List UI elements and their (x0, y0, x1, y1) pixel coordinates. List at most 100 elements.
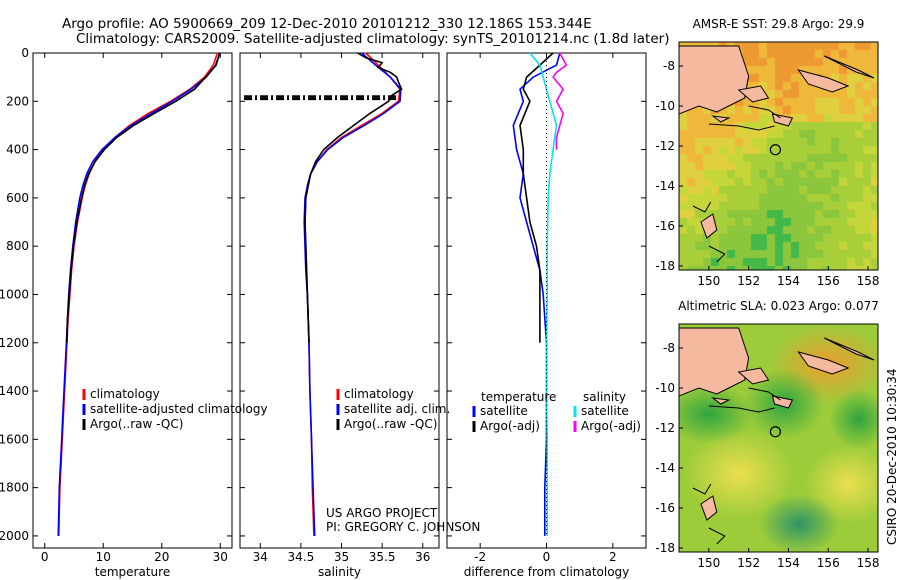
sst-map-cell (799, 98, 807, 106)
sst-map-cell (847, 202, 855, 210)
sla-map-ytick-label: -18 (655, 541, 675, 555)
sst-map-cell (727, 114, 735, 122)
figure-title-line2: Climatology: CARS2009. Satellite-adjuste… (76, 31, 669, 47)
sst-map-cell (703, 106, 711, 114)
sst-map-cell (735, 114, 743, 122)
sst-map-cell (799, 154, 807, 162)
sst-map-cell (807, 250, 815, 258)
sst-map-cell (719, 250, 727, 258)
sst-map-cell (815, 250, 823, 258)
sst-map-cell (839, 266, 847, 270)
sla-map-island (710, 397, 731, 405)
sst-map-cell (679, 122, 687, 130)
sst-map-cell (847, 234, 855, 242)
sst-map-cell (759, 266, 767, 270)
sst-map-cell (751, 202, 759, 210)
depth-tick-label: 1000 (0, 287, 29, 301)
sst-map-cell (775, 154, 783, 162)
sst-map-cell (727, 226, 735, 234)
sst-map-cell (703, 194, 711, 202)
sst-map-cell (783, 58, 791, 66)
sla-map-ytick-label: -12 (655, 421, 675, 435)
sst-map-cell (687, 226, 695, 234)
sst-map-cell (783, 266, 791, 270)
sst-map-cell (791, 178, 799, 186)
sst-map-cell (767, 186, 775, 194)
sst-map-cell (711, 154, 719, 162)
temperature-xtick-label: 10 (96, 550, 111, 564)
sst-map-cell (863, 50, 871, 58)
sst-map-cell (759, 162, 767, 170)
pi-credit: PI: GREGORY C. JOHNSON (326, 520, 480, 534)
sst-map-cell (863, 74, 871, 82)
sst-map-cell (767, 74, 775, 82)
sst-map-cell (751, 250, 759, 258)
sst-map-cell (807, 146, 815, 154)
sst-map-cell (703, 242, 711, 250)
sst-map-cell (727, 210, 735, 218)
sst-map-cell (759, 178, 767, 186)
sst-map-cell (743, 218, 751, 226)
sla-map-island (771, 395, 794, 409)
sst-map-cell (703, 186, 711, 194)
sst-map-cell (807, 66, 815, 74)
sst-map-cell (735, 178, 743, 186)
sst-map-cell (871, 82, 878, 90)
sst-map-reef (708, 123, 775, 131)
sst-map-cell (855, 170, 863, 178)
sst-map-cell (759, 50, 767, 58)
sst-map-cell (847, 162, 855, 170)
sst-map-cell (791, 66, 799, 74)
sst-map-cell (815, 114, 823, 122)
sst-map-cell (799, 242, 807, 250)
sst-map-cell (791, 146, 799, 154)
sst-map-cell (831, 266, 839, 270)
sst-map-cell (751, 122, 759, 130)
sst-map-cell (847, 122, 855, 130)
sst-map-cell (791, 162, 799, 170)
sst-map-cell (783, 186, 791, 194)
temperature-legend-label: satellite-adjusted climatology (90, 402, 268, 416)
sst-map-cell (767, 122, 775, 130)
sst-map-cell (751, 58, 759, 66)
sst-map-cell (799, 202, 807, 210)
sst-map-cell (775, 58, 783, 66)
sst-map-cell (855, 162, 863, 170)
sst-map-cell (831, 178, 839, 186)
sst-map-cell (871, 154, 878, 162)
sst-map-cell (695, 194, 703, 202)
sst-map-argo-marker (769, 144, 781, 156)
sst-map-cell (831, 146, 839, 154)
sst-map-cell (751, 234, 759, 242)
sst-map-cell (799, 106, 807, 114)
sst-map-cell (743, 50, 751, 58)
salinity-xtick-label: 34.5 (288, 550, 315, 564)
sst-map-cell (775, 226, 783, 234)
sst-map-cell (767, 202, 775, 210)
sst-map-cell (735, 202, 743, 210)
sst-map-cell (855, 138, 863, 146)
sst-map-cell (759, 250, 767, 258)
sst-map-xtick-label: 156 (817, 274, 840, 288)
sst-map-cell (831, 210, 839, 218)
sst-map-cell (695, 106, 703, 114)
sst-map-cell (799, 266, 807, 270)
sst-map-cell (727, 194, 735, 202)
sst-map-cell (847, 98, 855, 106)
sst-map-cell (751, 82, 759, 90)
sst-map-cell (783, 178, 791, 186)
sst-map-cell (687, 202, 695, 210)
sst-map-cell (751, 106, 759, 114)
sst-map-cell (735, 146, 743, 154)
sst-map-cell (735, 210, 743, 218)
sst-map-cell (727, 178, 735, 186)
sst-map-cell (831, 170, 839, 178)
sst-map-cell (847, 178, 855, 186)
sst-map-cell (703, 154, 711, 162)
sst-map-title: AMSR-E SST: 29.8 Argo: 29.9 (693, 17, 865, 31)
sst-map-cell (703, 146, 711, 154)
sst-map-cell (855, 218, 863, 226)
sst-map-cell (743, 186, 751, 194)
sst-map-cell (847, 242, 855, 250)
sst-map-cell (783, 154, 791, 162)
